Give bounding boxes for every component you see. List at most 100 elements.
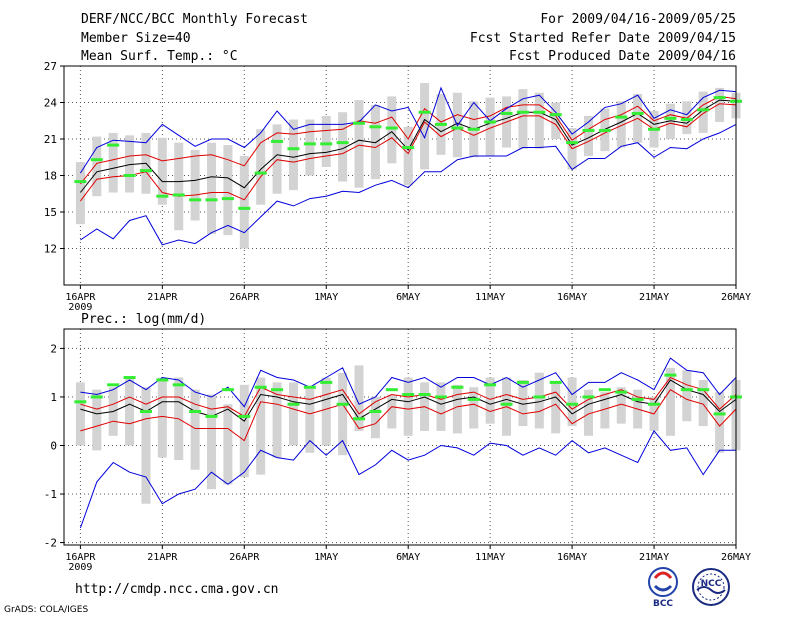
temp-observed-mark — [238, 206, 251, 210]
prec-x-tick-label: 16MAY — [557, 552, 587, 563]
temp-observed-mark — [271, 139, 284, 143]
prec-observed-mark — [123, 376, 136, 380]
temp-observed-mark — [566, 141, 579, 145]
prec-range-box — [75, 382, 85, 446]
prec-x-tick-label: 26APR — [229, 552, 260, 563]
prec-range-box — [305, 387, 315, 453]
temp-observed-mark — [107, 143, 120, 147]
chart-title: DERF/NCC/BCC Monthly Forecast — [81, 12, 308, 27]
temp-observed-mark — [189, 198, 202, 202]
temp-observed-mark — [549, 113, 562, 117]
bcc-logo: BCC — [640, 566, 686, 609]
temp-x-tick-label: 11MAY — [475, 292, 505, 303]
prec-range-box — [223, 404, 233, 485]
prec-observed-mark — [336, 402, 349, 406]
prec-observed-mark — [90, 395, 103, 399]
source-url[interactable]: http://cmdp.ncc.cma.gov.cn — [75, 582, 279, 597]
prec-observed-mark — [287, 402, 300, 406]
temp-observed-mark — [90, 158, 103, 162]
temperature-panel-title: Mean Surf. Temp.: °C — [81, 49, 238, 64]
temp-observed-mark — [353, 121, 366, 125]
prec-observed-mark — [467, 397, 480, 401]
temp-y-tick-label: 24 — [44, 97, 58, 110]
temp-observed-mark — [680, 118, 693, 122]
prec-range-box — [452, 384, 462, 434]
prec-range-box — [600, 392, 610, 429]
prec-x-tick-label: 26MAY — [721, 552, 751, 563]
prec-observed-mark — [631, 397, 644, 401]
temp-observed-mark — [385, 126, 398, 130]
prec-lower-spread-line — [80, 389, 737, 442]
prec-observed-mark — [238, 414, 251, 418]
temp-observed-mark — [74, 180, 87, 184]
temp-observed-mark — [500, 111, 513, 115]
prec-observed-mark — [451, 385, 464, 389]
temp-range-box — [403, 126, 413, 186]
forecast-period-label: For 2009/04/16-2009/05/25 — [540, 12, 736, 27]
prec-range-box — [436, 382, 446, 431]
temp-range-box — [125, 135, 135, 193]
temp-range-box — [583, 115, 593, 157]
temp-range-box — [207, 142, 217, 234]
prec-range-box — [665, 367, 675, 436]
prec-observed-mark — [205, 414, 218, 418]
prec-range-box — [715, 392, 725, 453]
temp-range-box — [272, 124, 282, 194]
temp-range-box — [387, 96, 397, 164]
prec-observed-mark — [615, 390, 628, 394]
temp-observed-mark — [516, 110, 529, 114]
temp-observed-mark — [402, 146, 415, 150]
temp-y-tick-label: 12 — [44, 243, 57, 256]
temp-y-tick-label: 15 — [44, 206, 57, 219]
prec-observed-mark — [74, 400, 87, 404]
prec-range-box — [583, 389, 593, 436]
temp-observed-mark — [287, 147, 300, 151]
prec-range-box — [92, 389, 102, 451]
prec-member-max-line — [80, 357, 737, 408]
ncc-logo-text: NCC — [701, 579, 722, 589]
temp-observed-mark — [156, 194, 169, 198]
prec-observed-mark — [418, 393, 431, 397]
prec-range-box — [354, 365, 364, 431]
temp-upper-spread-line — [80, 95, 737, 185]
prec-x-tick-label: 1MAY — [314, 552, 338, 563]
ncc-logo: NCC — [688, 566, 734, 608]
prec-range-box — [239, 384, 249, 478]
prec-observed-mark — [680, 388, 693, 392]
prec-frame — [63, 328, 737, 546]
temp-observed-mark — [434, 122, 447, 126]
prec-observed-mark — [139, 410, 152, 414]
temp-observed-mark — [336, 141, 349, 145]
prec-observed-mark — [402, 393, 415, 397]
prec-observed-mark — [156, 378, 169, 382]
prec-ensemble-mean-line — [80, 379, 737, 422]
temp-range-box — [698, 91, 708, 133]
temp-range-box — [338, 112, 348, 182]
prec-range-box — [698, 379, 708, 427]
prec-observed-mark — [582, 395, 595, 399]
temp-observed-mark — [172, 193, 185, 197]
temp-observed-mark — [369, 125, 382, 129]
prec-range-box — [125, 377, 135, 446]
temp-range-box — [354, 100, 364, 188]
prec-range-box — [682, 370, 692, 422]
temp-y-tick-label: 27 — [44, 60, 57, 73]
prec-range-box — [256, 377, 266, 475]
temp-observed-mark — [713, 96, 726, 100]
temp-lower-spread-line — [79, 103, 737, 202]
prec-observed-mark — [484, 383, 497, 387]
prec-x-tick-label: 11MAY — [475, 552, 505, 563]
prec-range-box — [207, 394, 217, 490]
prec-observed-mark — [320, 380, 333, 384]
prec-y-tick-label: 1 — [50, 391, 57, 404]
temp-range-box — [256, 129, 266, 205]
prec-observed-mark — [172, 383, 185, 387]
temp-observed-mark — [418, 110, 431, 114]
temp-range-box — [321, 115, 331, 167]
prec-range-box — [551, 382, 561, 434]
prec-range-box — [321, 377, 331, 446]
temp-x-tick-label: 21MAY — [639, 292, 669, 303]
prec-observed-mark — [254, 385, 267, 389]
temp-observed-mark — [598, 128, 611, 132]
temp-member-max-line — [79, 86, 737, 174]
